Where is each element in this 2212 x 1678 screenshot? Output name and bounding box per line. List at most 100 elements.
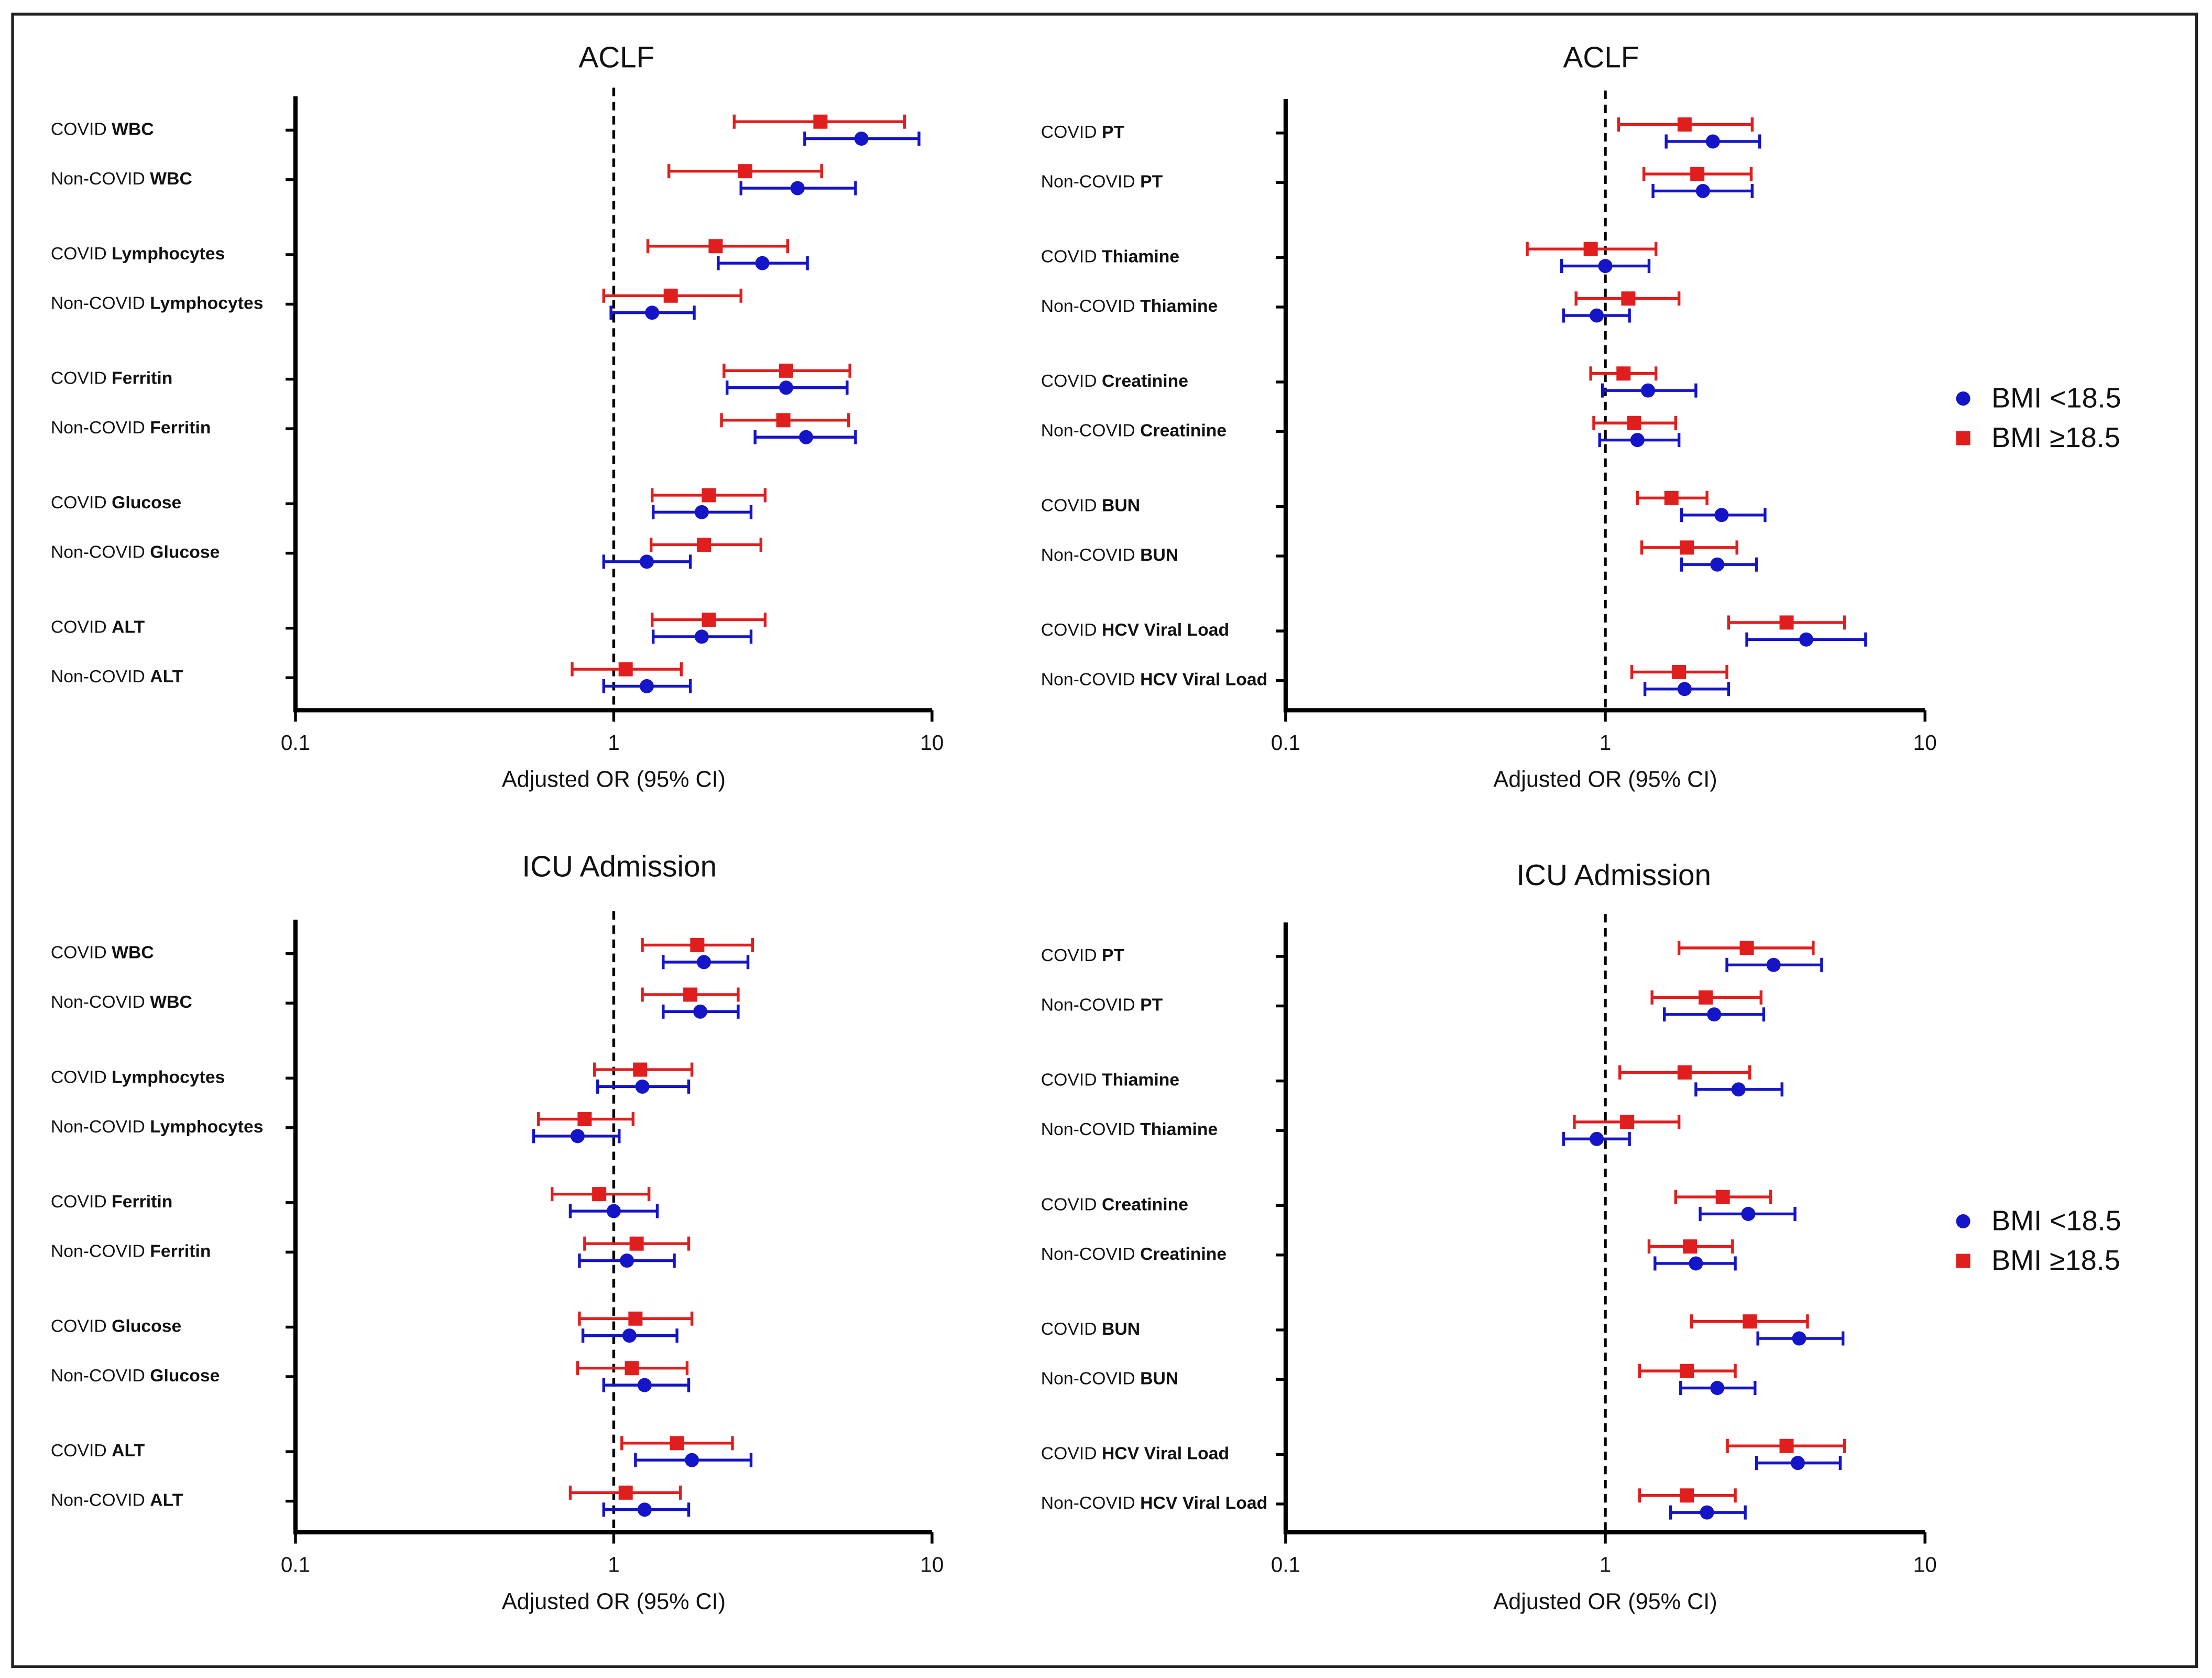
point-marker [702,613,716,627]
category-group: Non-COVID [51,992,145,1012]
category-measure: Ferritin [150,418,211,438]
chart-title: ACLF [578,41,654,74]
point-marker [618,662,633,677]
category-group: COVID [1041,1194,1097,1214]
category-measure: WBC [112,119,154,139]
point-marker [663,288,678,303]
point-marker [1766,957,1781,972]
category-group: COVID [1041,1443,1097,1463]
x-tick-label: 10 [920,1552,944,1576]
category-group: Non-COVID [1041,296,1135,316]
category-label: Non-COVID BUN [1041,545,1178,565]
legend-marker [1956,391,1970,406]
point-marker [1741,1206,1756,1221]
point-marker [1598,259,1613,274]
point-marker [628,1311,643,1326]
category-measure: WBC [150,992,192,1012]
point-marker [790,181,805,195]
x-tick-label: 0.1 [281,1552,310,1576]
category-label: Non-COVID Lymphocytes [51,1117,264,1137]
category-measure: Glucose [150,542,220,562]
category-group: COVID [1041,495,1097,515]
point-marker [629,1236,644,1251]
point-marker [606,1204,621,1218]
point-marker [1680,1488,1694,1503]
category-measure: Thiamine [1102,1070,1179,1090]
chart-title: ICU Admission [522,851,717,884]
category-label: COVID ALT [51,1441,145,1461]
category-measure: PT [1102,122,1125,142]
category-group: Non-COVID [1041,171,1135,191]
category-group: COVID [1041,1319,1097,1339]
point-marker [1792,1331,1806,1346]
point-marker [697,955,711,969]
category-label: Non-COVID Ferritin [51,418,211,438]
point-marker [779,363,793,378]
point-marker [1689,1256,1703,1271]
category-measure: PT [1102,945,1125,965]
point-marker [622,1328,637,1343]
category-label: COVID Glucose [51,1316,181,1336]
point-marker [1799,632,1813,647]
category-measure: Creatinine [1102,1194,1188,1214]
point-marker [1683,1239,1698,1254]
category-label: COVID HCV Viral Load [1041,1443,1229,1463]
category-group: Non-COVID [51,1366,145,1386]
category-measure: ALT [112,617,145,637]
category-label: Non-COVID Glucose [51,1366,220,1386]
category-group: Non-COVID [51,542,145,562]
point-marker [1621,291,1636,306]
point-marker [1710,1381,1725,1396]
category-group: COVID [51,1067,107,1087]
category-group: Non-COVID [51,1117,145,1137]
category-measure: Glucose [112,493,181,513]
category-measure: Thiamine [1102,246,1179,266]
category-label: Non-COVID Thiamine [1041,1119,1218,1139]
x-axis-label: Adjusted OR (95% CI) [1493,767,1717,792]
category-label: Non-COVID Glucose [51,542,220,562]
category-label: COVID HCV Viral Load [1041,620,1229,640]
category-label: COVID Creatinine [1041,371,1188,391]
category-label: Non-COVID Creatinine [1041,1244,1227,1264]
category-group: COVID [51,943,107,963]
point-marker [1620,1115,1635,1129]
point-marker [697,537,711,552]
point-marker [755,256,770,270]
category-measure: Creatinine [1140,420,1227,440]
category-measure: HCV Viral Load [1102,620,1229,640]
category-label: Non-COVID Creatinine [1041,420,1227,440]
category-group: Non-COVID [1041,1368,1135,1388]
category-label: COVID ALT [51,617,145,637]
category-measure: Thiamine [1140,1119,1218,1139]
point-marker [693,1004,708,1019]
category-measure: WBC [150,169,192,189]
point-marker [702,488,716,503]
category-label: Non-COVID Lymphocytes [51,293,264,313]
category-group: COVID [51,368,107,388]
point-marker [1700,1505,1714,1520]
category-measure: BUN [1140,1368,1178,1388]
point-marker [685,1453,699,1467]
point-marker [618,1485,633,1500]
category-group: Non-COVID [51,1490,145,1510]
point-marker [1641,383,1656,398]
category-group: Non-COVID [1041,995,1135,1015]
point-marker [637,1378,652,1392]
point-marker [738,164,753,179]
point-marker [1705,134,1720,149]
category-measure: ALT [112,1441,145,1461]
point-marker [577,1112,592,1127]
category-group: COVID [1041,246,1097,266]
category-label: COVID Creatinine [1041,1194,1188,1214]
point-marker [633,1062,648,1077]
category-label: Non-COVID WBC [51,992,192,1012]
category-group: COVID [51,244,107,264]
point-marker [1616,366,1631,381]
category-group: COVID [1041,620,1097,640]
point-marker [645,306,660,320]
category-group: Non-COVID [51,293,145,313]
x-tick-label: 10 [920,731,944,755]
category-label: COVID Thiamine [1041,246,1179,266]
